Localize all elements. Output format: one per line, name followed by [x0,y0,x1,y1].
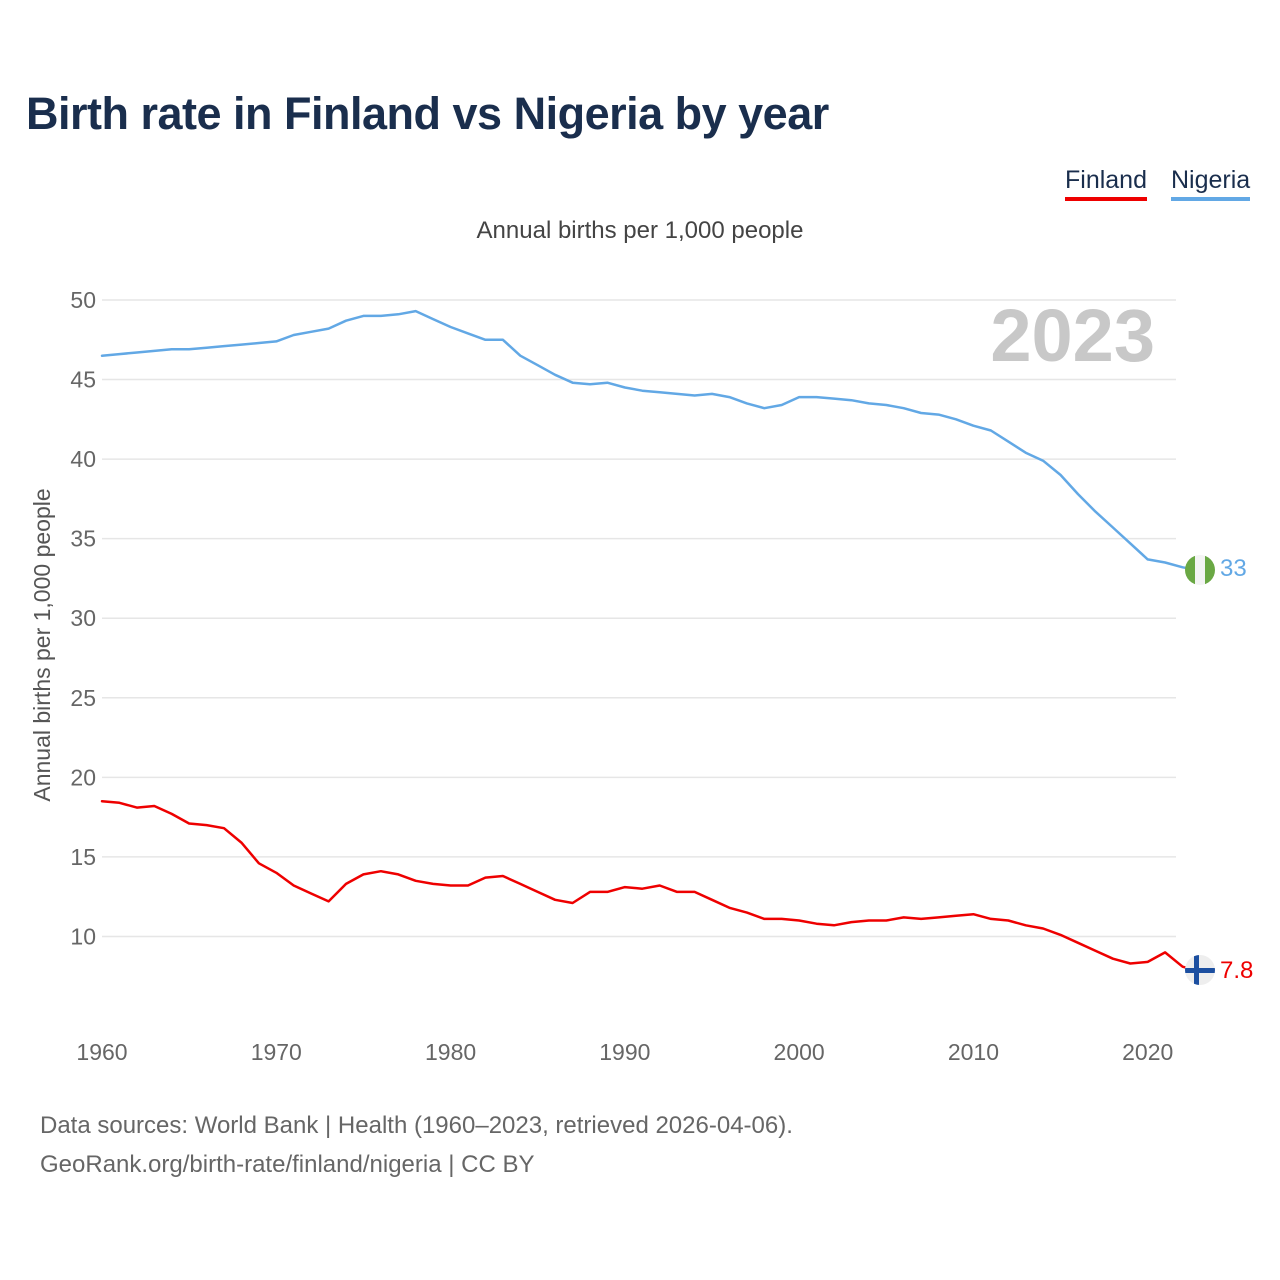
x-tick-label: 2010 [948,1039,999,1065]
chart-title: Birth rate in Finland vs Nigeria by year [26,88,829,139]
chart-subtitle: Annual births per 1,000 people [476,217,804,244]
x-tick-label: 2020 [1122,1039,1173,1065]
y-tick-label: 20 [70,764,96,790]
series-line-finland [100,799,1202,973]
x-tick-label: 1980 [425,1039,476,1065]
data-sources: Data sources: World Bank | Health (1960–… [40,1106,793,1184]
attribution-line: GeoRank.org/birth-rate/finland/nigeria |… [40,1151,535,1178]
nigeria-flag-icon [1185,555,1215,585]
end-label-nigeria: 33 [1220,555,1247,582]
y-tick-label: 45 [70,367,96,393]
legend-item-finland[interactable]: Finland [1065,166,1147,201]
y-tick-label: 40 [70,446,96,472]
sources-line: Data sources: World Bank | Health (1960–… [40,1112,793,1139]
x-tick-label: 2000 [774,1039,825,1065]
y-tick-label: 10 [70,923,96,949]
y-axis-label: Annual births per 1,000 people [29,488,55,801]
x-axis-ticks: 1960 1970 1980 1990 2000 2010 2020 [76,1039,1173,1065]
y-tick-label: 15 [70,844,96,870]
x-tick-label: 1990 [599,1039,650,1065]
y-tick-label: 50 [70,287,96,313]
end-label-finland: 7.8 [1220,957,1253,984]
x-tick-label: 1970 [251,1039,302,1065]
grid-lines [102,299,1176,938]
y-tick-label: 25 [70,685,96,711]
legend-item-nigeria[interactable]: Nigeria [1171,166,1251,201]
y-tick-label: 30 [70,605,96,631]
y-tick-label: 35 [70,526,96,552]
series-line-nigeria [100,309,1202,572]
series-lines [100,309,1202,973]
year-watermark: 2023 [990,294,1155,377]
x-tick-label: 1960 [76,1039,127,1065]
y-axis-ticks: 10 15 20 25 30 35 40 45 50 [70,287,96,949]
finland-flag-icon [1185,955,1215,985]
